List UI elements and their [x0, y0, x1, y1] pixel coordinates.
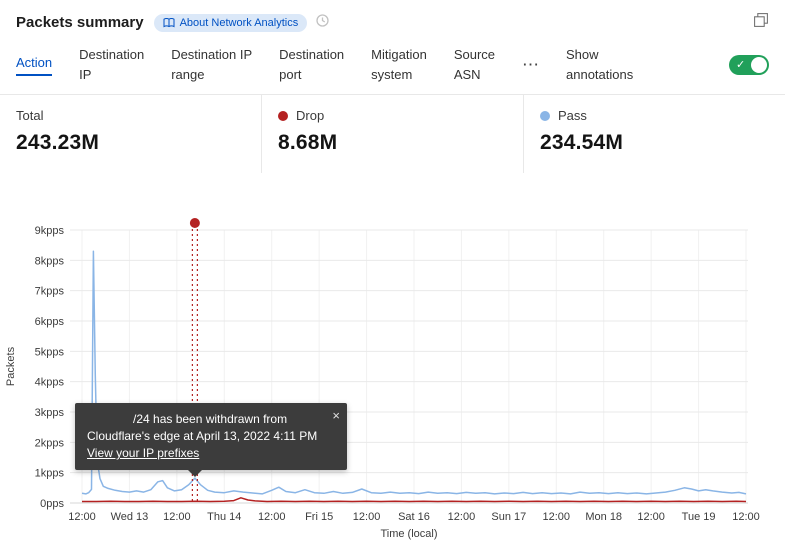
- svg-text:Fri 15: Fri 15: [305, 511, 333, 523]
- svg-text:12:00: 12:00: [637, 511, 665, 523]
- header: Packets summary About Network Analytics: [0, 0, 785, 35]
- stat-total-value: 243.23M: [16, 131, 100, 154]
- svg-text:5kpps: 5kpps: [35, 346, 65, 358]
- svg-text:12:00: 12:00: [448, 511, 476, 523]
- svg-text:4kpps: 4kpps: [35, 377, 65, 389]
- check-icon: ✓: [736, 58, 746, 71]
- about-network-analytics-link[interactable]: About Network Analytics: [153, 13, 308, 32]
- view-ip-prefixes-link[interactable]: View your IP prefixes: [87, 446, 200, 460]
- annotation-text: /24 has been withdrawn from Cloudflare's…: [87, 412, 318, 443]
- stats-row: Total 243.23M Drop 8.68M Pass 234.54M: [0, 95, 785, 173]
- show-annotations-label: Show annotations: [566, 47, 634, 82]
- about-link-label: About Network Analytics: [179, 16, 299, 29]
- svg-text:7kpps: 7kpps: [35, 286, 65, 298]
- tab-action[interactable]: Action: [16, 53, 53, 76]
- packets-time-series-chart: 12:00 Wed 13 12:00 Thu 14 12:00 Fri 15 12:00 Sa…: [0, 198, 785, 556]
- svg-text:12:00: 12:00: [732, 511, 760, 523]
- svg-text:12:00: 12:00: [543, 511, 571, 523]
- show-annotations-toggle[interactable]: ✓: [729, 54, 769, 75]
- tab-source-asn[interactable]: Source ASN: [453, 47, 496, 82]
- svg-text:9kpps: 9kpps: [35, 225, 65, 237]
- svg-text:Sun 17: Sun 17: [491, 511, 526, 523]
- pass-legend-dot: [540, 111, 550, 121]
- svg-text:6kpps: 6kpps: [35, 316, 65, 328]
- divider: [0, 94, 785, 95]
- chart-canvas[interactable]: 12:00 Wed 13 12:00 Thu 14 12:00 Fri 15 12:00 Sa…: [0, 198, 785, 556]
- dimension-tabs: Action Destination IP Destination IP ran…: [0, 35, 785, 84]
- svg-text:Time (local): Time (local): [380, 528, 437, 540]
- tab-destination-port[interactable]: Destination port: [279, 47, 345, 82]
- svg-text:Sat 16: Sat 16: [398, 511, 430, 523]
- svg-text:12:00: 12:00: [68, 511, 96, 523]
- svg-text:Thu 14: Thu 14: [207, 511, 241, 523]
- svg-text:Packets: Packets: [5, 346, 17, 386]
- stat-total-label: Total: [16, 108, 44, 123]
- tab-destination-ip-range[interactable]: Destination IP range: [171, 47, 253, 82]
- tab-destination-ip[interactable]: Destination IP: [79, 47, 145, 82]
- svg-text:12:00: 12:00: [163, 511, 191, 523]
- svg-text:12:00: 12:00: [353, 511, 381, 523]
- stat-pass: Pass 234.54M: [523, 95, 785, 173]
- tab-mitigation-system[interactable]: Mitigation system: [371, 47, 427, 82]
- stat-drop-label: Drop: [296, 108, 325, 123]
- history-icon[interactable]: [315, 13, 330, 33]
- stat-pass-value: 234.54M: [540, 131, 624, 154]
- more-tabs-icon[interactable]: ⋯: [522, 55, 540, 74]
- svg-text:12:00: 12:00: [258, 511, 286, 523]
- svg-text:Tue 19: Tue 19: [682, 511, 716, 523]
- book-icon: [163, 17, 175, 27]
- svg-text:Mon 18: Mon 18: [585, 511, 622, 523]
- svg-text:Wed 13: Wed 13: [111, 511, 149, 523]
- drop-legend-dot: [278, 111, 288, 121]
- svg-text:2kpps: 2kpps: [35, 437, 65, 449]
- stat-drop: Drop 8.68M: [261, 95, 523, 173]
- stat-drop-value: 8.68M: [278, 131, 338, 154]
- annotation-tooltip: × /24 has been withdrawn from Cloudflare…: [75, 403, 347, 477]
- svg-text:1kpps: 1kpps: [35, 468, 65, 480]
- page-title: Packets summary: [16, 14, 144, 31]
- stat-pass-label: Pass: [558, 108, 587, 123]
- svg-text:0pps: 0pps: [40, 498, 64, 510]
- close-icon[interactable]: ×: [332, 408, 340, 423]
- svg-text:3kpps: 3kpps: [35, 407, 65, 419]
- stat-total: Total 243.23M: [0, 95, 261, 173]
- toggle-knob: [751, 56, 767, 73]
- svg-text:8kpps: 8kpps: [35, 255, 65, 267]
- expand-icon[interactable]: [753, 12, 769, 33]
